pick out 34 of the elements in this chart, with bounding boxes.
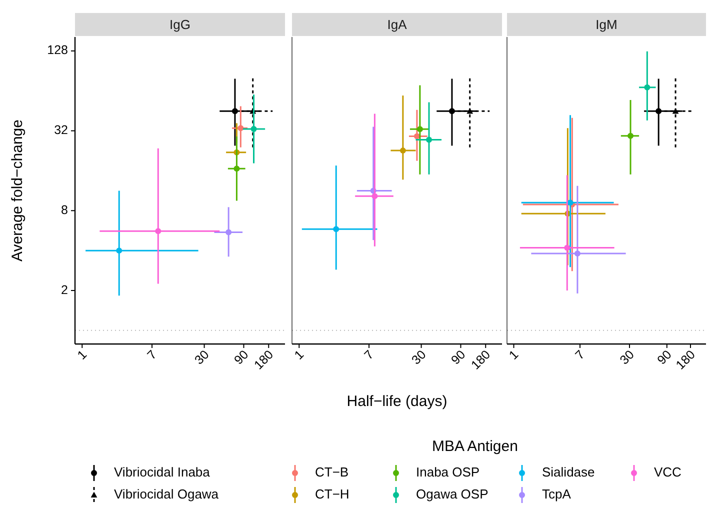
chart-title: IgA bbox=[387, 17, 408, 32]
x-tick-label: 90 bbox=[231, 348, 252, 368]
legend-label: VCC bbox=[654, 464, 682, 480]
legend-title: MBA Antigen bbox=[432, 438, 518, 455]
x-tick-label: 180 bbox=[251, 348, 276, 372]
y-tick-label: 8 bbox=[61, 202, 68, 217]
x-tick-label: 1 bbox=[506, 348, 522, 362]
legend-label: Ogawa OSP bbox=[416, 486, 488, 502]
legend-label: CT−B bbox=[315, 464, 349, 480]
x-tick-label: 7 bbox=[144, 348, 160, 362]
y-tick-label: 128 bbox=[47, 43, 68, 58]
x-tick-label: 1 bbox=[292, 348, 307, 362]
legend-label: CT−H bbox=[315, 486, 350, 502]
chart-title: IgM bbox=[596, 17, 618, 32]
x-axis-title: Half−life (days) bbox=[346, 393, 448, 410]
legend-label: Inaba OSP bbox=[416, 464, 480, 480]
x-tick-label: 180 bbox=[468, 348, 494, 372]
legend-label: Vibriocidal Ogawa bbox=[114, 486, 220, 502]
chart-title: IgG bbox=[170, 17, 190, 32]
x-tick-label: 30 bbox=[192, 348, 212, 368]
legend-label: Sialidase bbox=[542, 464, 595, 480]
legend-label: TcpA bbox=[542, 486, 572, 502]
x-tick-label: 90 bbox=[654, 348, 674, 368]
x-tick-label: 7 bbox=[362, 348, 376, 362]
x-tick-label: 90 bbox=[448, 348, 468, 368]
legend-label: Vibriocidal Inaba bbox=[114, 464, 211, 480]
x-tick-label: 180 bbox=[673, 348, 698, 372]
y-tick-label: 32 bbox=[54, 123, 68, 138]
y-tick-label: 2 bbox=[61, 282, 68, 297]
x-tick-label: 7 bbox=[572, 348, 588, 362]
y-axis-title: Average fold−change bbox=[9, 120, 26, 262]
x-tick-label: 30 bbox=[617, 348, 637, 368]
x-tick-label: 30 bbox=[408, 348, 429, 368]
x-tick-label: 1 bbox=[74, 348, 90, 362]
